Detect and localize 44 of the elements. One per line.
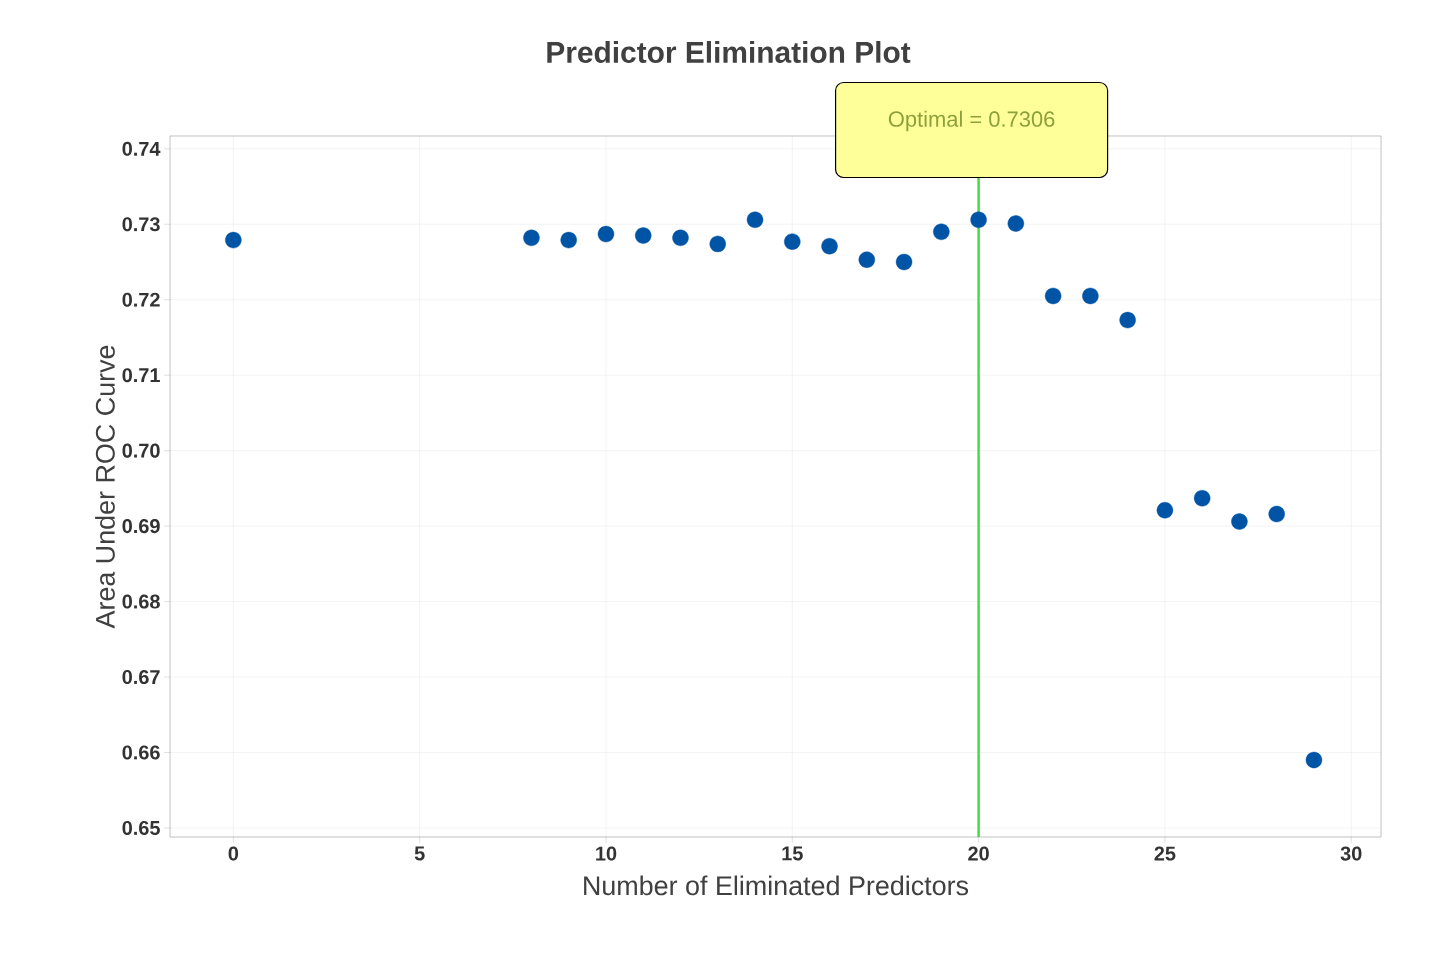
- y-axis-title: Area Under ROC Curve: [95, 345, 115, 629]
- y-tick-label: 0.68: [122, 594, 160, 609]
- point: [1044, 287, 1062, 305]
- point: [560, 231, 577, 249]
- point: [523, 229, 540, 247]
- y-tick-label: 0.70: [122, 443, 160, 458]
- x-tick-label: 20: [968, 846, 989, 861]
- point: [635, 227, 652, 244]
- point: [1193, 489, 1211, 507]
- point: [784, 233, 801, 250]
- y-tick-label: 0.66: [122, 745, 160, 760]
- x-tick-label: 10: [596, 846, 617, 861]
- y-tick-label: 0.73: [122, 217, 160, 232]
- x-axis-title: Number of Eliminated Predictors: [584, 875, 969, 896]
- y-tick-label: 0.67: [122, 669, 160, 685]
- point: [1007, 215, 1025, 232]
- point: [970, 211, 987, 228]
- text: Optimal = 0.7306: [888, 110, 1055, 132]
- point: [858, 251, 875, 268]
- x-tick-label: 5: [414, 846, 425, 861]
- y-tick-label: 0.72: [122, 292, 160, 307]
- x-tick-label: 15: [782, 846, 803, 861]
- point: [1268, 505, 1285, 523]
- chart-title: Predictor Elimination Plot: [547, 41, 911, 63]
- point: [746, 211, 764, 228]
- x-tick-label: 25: [1154, 846, 1176, 861]
- point: [672, 229, 689, 247]
- point: [597, 225, 615, 243]
- point: [1305, 751, 1323, 769]
- point: [709, 235, 726, 253]
- y-tick-label: 0.71: [122, 368, 160, 383]
- point: [933, 223, 950, 241]
- point: [821, 237, 838, 255]
- point: [1082, 287, 1099, 305]
- point: [1231, 513, 1248, 530]
- x-tick-label: 30: [1340, 846, 1362, 861]
- point: [1119, 311, 1136, 329]
- y-tick-label: 0.69: [122, 519, 160, 534]
- point: [895, 253, 913, 271]
- y-tick-label: 0.65: [122, 820, 160, 835]
- y-tick-label: 0.74: [122, 141, 161, 156]
- point: [225, 231, 242, 249]
- x-tick-label: 0: [228, 846, 239, 861]
- point: [1156, 502, 1174, 519]
